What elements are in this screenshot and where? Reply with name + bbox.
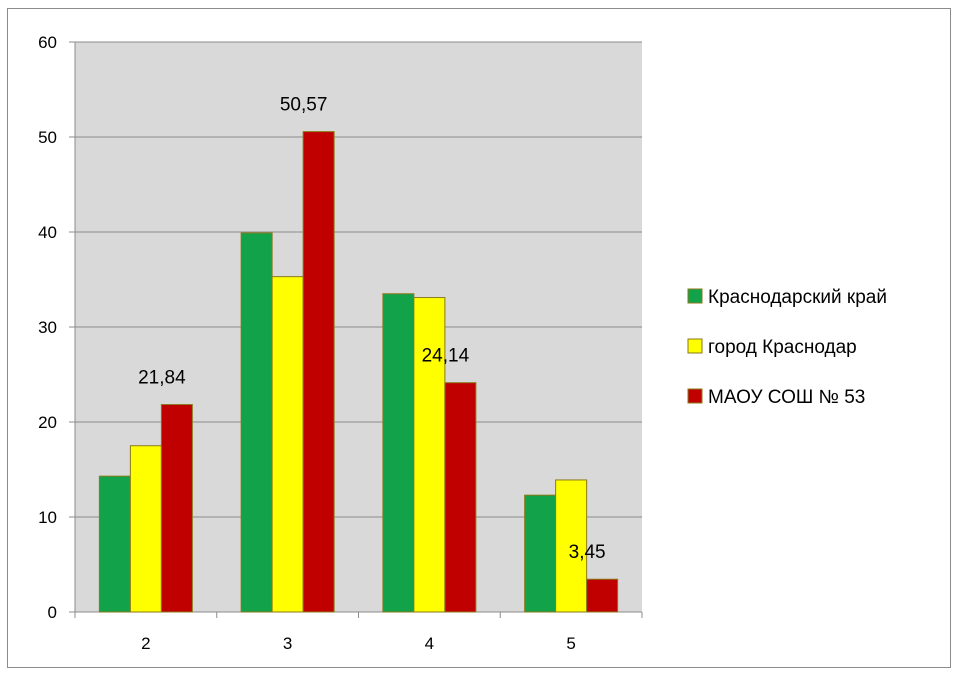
legend-label: город Краснодар bbox=[708, 337, 857, 358]
data-label: 50,57 bbox=[280, 95, 328, 116]
y-tick-label: 40 bbox=[38, 223, 57, 242]
bar bbox=[160, 404, 193, 613]
data-label: 24,14 bbox=[422, 346, 470, 367]
bar bbox=[302, 131, 335, 613]
bar bbox=[444, 382, 477, 613]
bar bbox=[524, 494, 557, 613]
bar bbox=[382, 293, 415, 613]
bar bbox=[240, 232, 273, 613]
y-tick-label: 10 bbox=[38, 508, 57, 527]
legend-label: Краснодарский край bbox=[708, 287, 887, 308]
legend-swatch bbox=[687, 288, 703, 304]
bar bbox=[586, 578, 619, 613]
legend-label: МАОУ СОШ № 53 bbox=[708, 387, 865, 408]
x-tick-label: 4 bbox=[425, 634, 434, 653]
x-tick-label: 3 bbox=[283, 634, 292, 653]
bar bbox=[98, 475, 131, 613]
data-label: 3,45 bbox=[569, 542, 606, 563]
bar bbox=[413, 297, 446, 613]
y-tick-label: 0 bbox=[48, 603, 57, 622]
y-tick-label: 30 bbox=[38, 318, 57, 337]
y-tick-label: 60 bbox=[38, 33, 57, 52]
bar bbox=[555, 479, 588, 613]
x-tick-label: 2 bbox=[141, 634, 150, 653]
data-label: 21,84 bbox=[138, 368, 186, 389]
bar bbox=[129, 445, 162, 613]
y-tick-label: 20 bbox=[38, 413, 57, 432]
bar bbox=[271, 276, 304, 613]
y-tick-label: 50 bbox=[38, 128, 57, 147]
x-tick-label: 5 bbox=[566, 634, 575, 653]
legend-swatch bbox=[687, 338, 703, 354]
legend-swatch bbox=[687, 388, 703, 404]
